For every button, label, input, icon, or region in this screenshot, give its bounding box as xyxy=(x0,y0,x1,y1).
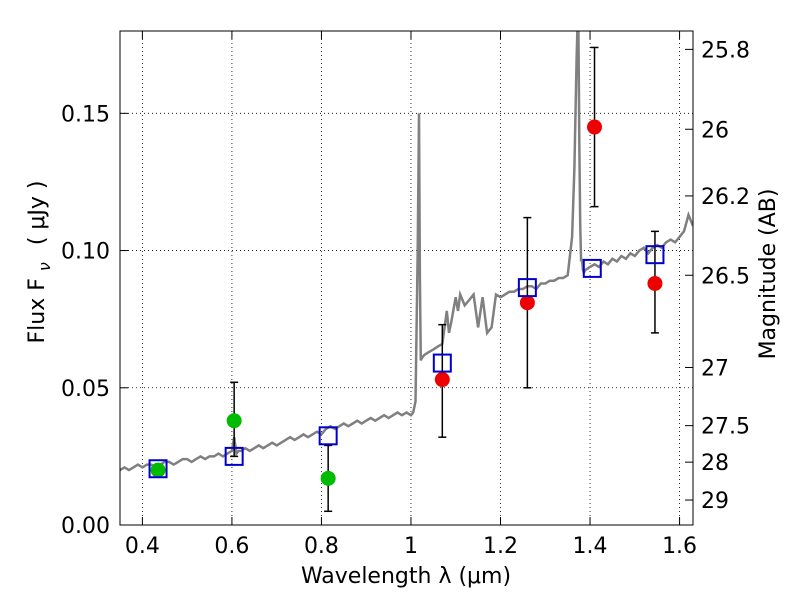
model-photometry-square xyxy=(582,258,602,278)
y-axis-right-label: Magnitude (AB) xyxy=(756,189,781,360)
model-photometry-square xyxy=(224,446,244,466)
right-tick-label: 25.8 xyxy=(701,38,750,63)
x-tick-label: 1.2 xyxy=(483,534,518,559)
right-tick-label: 26 xyxy=(701,118,729,143)
right-tick-label: 28 xyxy=(701,451,729,476)
y-axis-left-label: Flux F ν ( μJy ) xyxy=(25,181,56,344)
y-tick-label: 0.05 xyxy=(61,377,110,402)
data-point xyxy=(226,413,242,429)
model-photometry-square xyxy=(148,459,168,479)
right-tick-label: 26.5 xyxy=(701,264,750,289)
model-sed-line xyxy=(120,31,693,472)
data-point xyxy=(434,372,450,388)
x-tick-label: 0.4 xyxy=(125,534,160,559)
x-tick-label: 1 xyxy=(404,534,418,559)
data-point xyxy=(587,119,603,135)
right-tick-label: 26.2 xyxy=(701,185,750,210)
right-tick-label: 27.5 xyxy=(701,415,750,440)
x-tick-label: 0.6 xyxy=(214,534,249,559)
model-photometry-square xyxy=(645,245,665,265)
data-point xyxy=(150,462,166,478)
right-tick-label: 27 xyxy=(701,356,729,381)
y-axis-left-label-unit: ( μJy ) xyxy=(25,181,50,246)
right-tick-label: 29 xyxy=(701,489,729,514)
axis-layer: 0.4 0.6 0.8 1 1.2 1.4 1.6 0.00 0.05 0.10 0.15 25.8 2… xyxy=(61,31,750,559)
data-point xyxy=(647,275,663,291)
svg-text:Flux F ν ( μJy ): Flux F ν ( μJy ) xyxy=(25,181,56,344)
data-point xyxy=(320,470,336,486)
plot-frame xyxy=(119,30,694,526)
x-axis-label: Wavelength λ (μm) xyxy=(301,564,511,589)
grid-lines xyxy=(120,31,693,526)
x-tick-label: 1.4 xyxy=(573,534,608,559)
model-photometry-square xyxy=(432,353,452,373)
model-photometry-square xyxy=(318,426,338,446)
series-layer xyxy=(120,31,693,513)
y-axis-left-label-sub: ν xyxy=(35,262,54,271)
y-tick-label: 0.10 xyxy=(61,240,110,265)
y-axis-left-label-text: Flux F xyxy=(25,278,50,343)
y-tick-label: 0.15 xyxy=(61,102,110,127)
x-tick-label: 1.6 xyxy=(662,534,697,559)
data-point xyxy=(519,295,535,311)
model-photometry-square xyxy=(517,278,537,298)
x-tick-label: 0.8 xyxy=(304,534,339,559)
y-tick-label: 0.00 xyxy=(61,514,110,539)
